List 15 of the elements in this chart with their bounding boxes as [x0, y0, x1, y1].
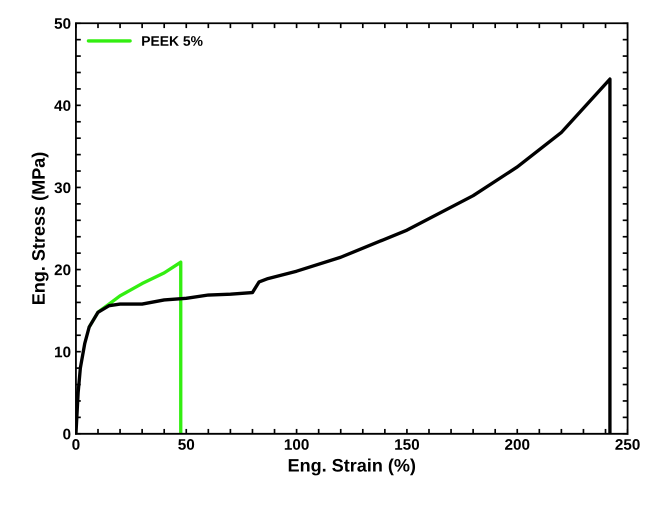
x-axis-title: Eng. Strain (%)	[288, 458, 416, 476]
x-tick-label: 150	[395, 439, 420, 450]
x-tick-label: 50	[178, 439, 194, 450]
y-tick-label: 20	[54, 264, 70, 276]
y-tick-label: 30	[54, 182, 70, 194]
x-tick-label: 200	[505, 439, 530, 450]
x-tick-label: 250	[615, 439, 640, 450]
y-tick-label: 40	[54, 100, 70, 112]
legend-label: PEEK 5%	[142, 36, 203, 46]
x-tick-label: 0	[72, 439, 80, 450]
y-axis-title: Eng. Stress (MPa)	[32, 152, 49, 304]
y-tick-label: 10	[55, 346, 70, 358]
y-tick-label: 0	[63, 428, 70, 440]
x-tick-label: 100	[284, 439, 309, 450]
y-tick-label: 50	[54, 18, 70, 29]
